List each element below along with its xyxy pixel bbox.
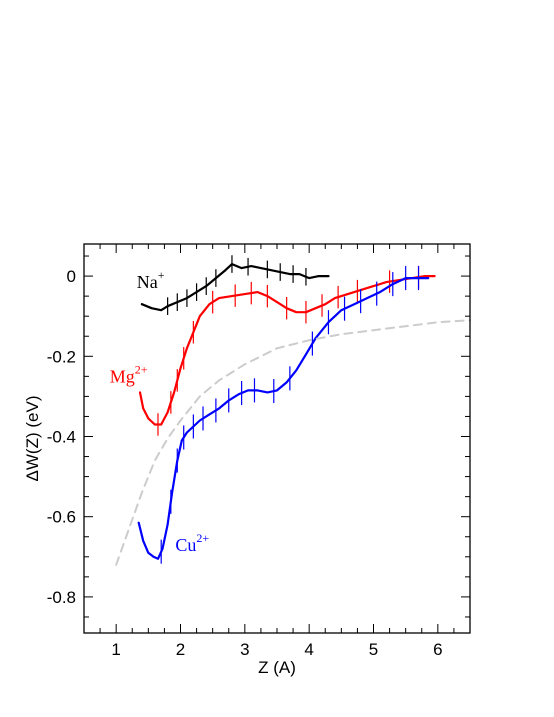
series-line-1 bbox=[138, 275, 436, 426]
y-tick-label: -0.2 bbox=[47, 347, 76, 366]
x-tick-label: 2 bbox=[176, 640, 185, 659]
x-tick-label: 1 bbox=[111, 640, 120, 659]
series-layer bbox=[115, 255, 471, 566]
x-tick-label: 3 bbox=[240, 640, 249, 659]
y-tick-label: -0.8 bbox=[47, 588, 76, 607]
series-label: Cu2+ bbox=[175, 531, 209, 555]
y-tick-label: 0 bbox=[67, 267, 76, 286]
y-tick-label: -0.6 bbox=[47, 508, 76, 527]
ticks-layer bbox=[83, 244, 471, 633]
series-label: Na+ bbox=[137, 268, 165, 292]
series-line-3 bbox=[115, 319, 471, 566]
labels-layer: 1 2 3 4 5 6 0 -0.2 -0.4 -0.6 -0.8 Na+ Mg2+ Cu2+ bbox=[47, 267, 443, 659]
x-axis-title: Z (A) bbox=[258, 658, 296, 677]
x-tick-label: 5 bbox=[369, 640, 378, 659]
series-label: Mg2+ bbox=[110, 362, 148, 386]
x-tick-label: 4 bbox=[304, 640, 313, 659]
x-tick-label: 6 bbox=[433, 640, 442, 659]
y-tick-label: -0.4 bbox=[47, 427, 76, 446]
y-axis-title: ΔW(Z) (eV) bbox=[23, 396, 42, 482]
